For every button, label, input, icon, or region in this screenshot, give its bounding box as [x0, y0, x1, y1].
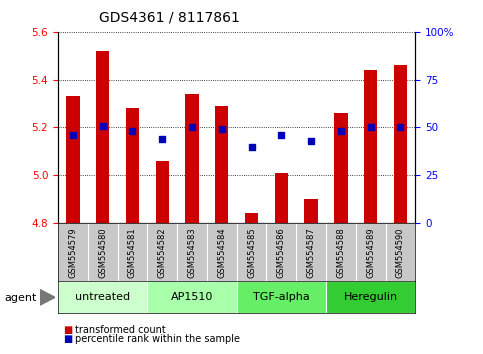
Text: GDS4361 / 8117861: GDS4361 / 8117861: [99, 11, 240, 25]
Bar: [237, 281, 326, 313]
Point: [307, 138, 315, 144]
Text: agent: agent: [5, 293, 37, 303]
Bar: [304, 199, 318, 223]
Bar: [156, 161, 169, 223]
Bar: [58, 281, 147, 313]
Text: GSM554586: GSM554586: [277, 228, 286, 279]
Text: GSM554588: GSM554588: [337, 228, 345, 279]
Text: ■: ■: [63, 325, 72, 335]
Bar: [364, 70, 377, 223]
Point: [218, 126, 226, 132]
Text: GSM554589: GSM554589: [366, 228, 375, 278]
Bar: [275, 173, 288, 223]
Text: GSM554582: GSM554582: [158, 228, 167, 278]
Point: [188, 125, 196, 130]
Point: [367, 125, 375, 130]
Bar: [185, 94, 199, 223]
Text: GSM554581: GSM554581: [128, 228, 137, 278]
Bar: [96, 51, 109, 223]
Text: ■: ■: [63, 334, 72, 344]
Bar: [394, 65, 407, 223]
Text: GSM554579: GSM554579: [69, 228, 77, 278]
Point: [337, 129, 345, 134]
Point: [128, 129, 136, 134]
Point: [158, 136, 166, 142]
Text: GSM554584: GSM554584: [217, 228, 226, 278]
Point: [397, 125, 404, 130]
Bar: [66, 96, 80, 223]
Text: untreated: untreated: [75, 292, 130, 302]
Text: AP1510: AP1510: [171, 292, 213, 302]
Polygon shape: [40, 290, 55, 305]
Text: transformed count: transformed count: [75, 325, 166, 335]
Text: GSM554590: GSM554590: [396, 228, 405, 278]
Text: GSM554585: GSM554585: [247, 228, 256, 278]
Point: [278, 132, 285, 138]
Bar: [126, 108, 139, 223]
Text: GSM554580: GSM554580: [98, 228, 107, 278]
Bar: [215, 106, 228, 223]
Text: Heregulin: Heregulin: [343, 292, 398, 302]
Bar: [245, 213, 258, 223]
Text: TGF-alpha: TGF-alpha: [253, 292, 310, 302]
Bar: [334, 113, 348, 223]
Point: [69, 132, 77, 138]
Bar: [147, 281, 237, 313]
Bar: [326, 281, 415, 313]
Point: [99, 123, 107, 129]
Point: [248, 144, 256, 149]
Text: GSM554587: GSM554587: [307, 228, 315, 279]
Text: GSM554583: GSM554583: [187, 228, 197, 279]
Text: percentile rank within the sample: percentile rank within the sample: [75, 334, 240, 344]
